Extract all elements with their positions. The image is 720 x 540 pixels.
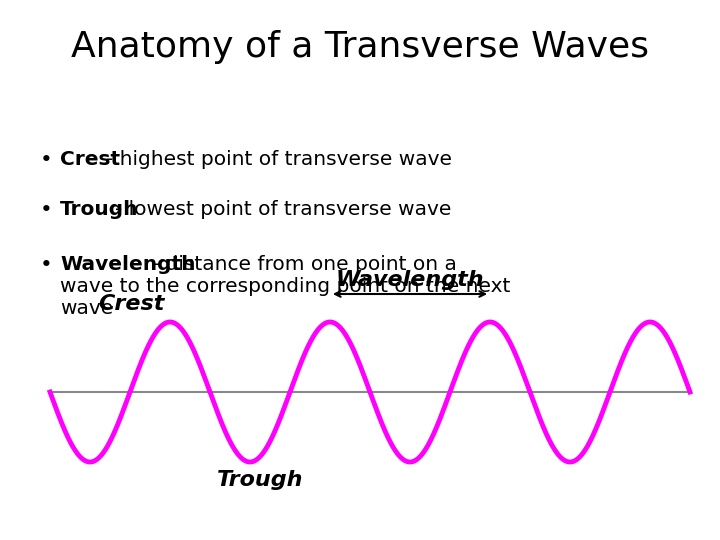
Text: - highest point of transverse wave: - highest point of transverse wave [106, 150, 452, 169]
Text: Trough: Trough [217, 470, 303, 490]
Text: •: • [40, 150, 53, 170]
Text: wave: wave [60, 299, 113, 318]
Text: - lowest point of transverse wave: - lowest point of transverse wave [115, 200, 451, 219]
Text: wave to the corresponding point on the next: wave to the corresponding point on the n… [60, 277, 510, 296]
Text: Wavelength: Wavelength [60, 255, 196, 274]
Text: Crest: Crest [99, 294, 165, 314]
Text: •: • [40, 255, 53, 275]
Text: Trough: Trough [60, 200, 138, 219]
Text: Crest: Crest [60, 150, 120, 169]
Text: - distance from one point on a: - distance from one point on a [152, 255, 457, 274]
Text: •: • [40, 200, 53, 220]
Text: Anatomy of a Transverse Waves: Anatomy of a Transverse Waves [71, 30, 649, 64]
Text: Wavelength: Wavelength [336, 270, 485, 290]
